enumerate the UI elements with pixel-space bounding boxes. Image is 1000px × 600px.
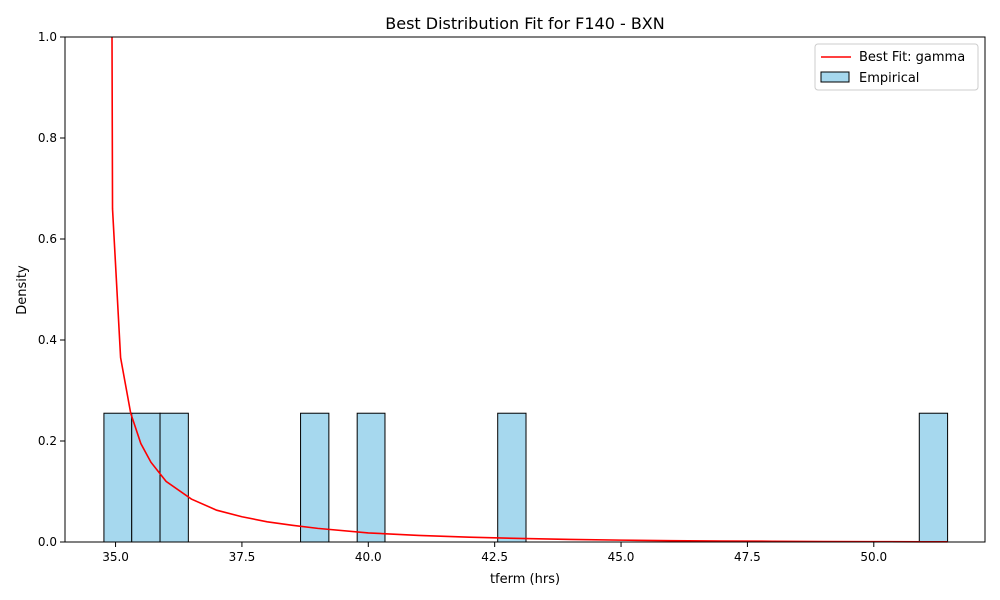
- plot-frame: [64, 36, 986, 543]
- histogram-bar-3: [300, 412, 330, 543]
- y-tick-label-4: 0.8: [38, 131, 57, 145]
- x-tick-label-6: 50.0: [860, 550, 887, 564]
- histogram-bar-0: [103, 412, 133, 543]
- x-tick-label-5: 47.5: [734, 550, 761, 564]
- legend-histogram-swatch: [820, 71, 850, 83]
- y-tick-label-0: 0.0: [38, 535, 57, 549]
- histogram-bar-2: [159, 412, 189, 543]
- fit-line: [111, 36, 948, 543]
- plot-area: [103, 36, 949, 543]
- legend-box: [814, 43, 979, 91]
- chart-title: Best Distribution Fit for F140 - BXN: [385, 14, 664, 33]
- x-tick-label-2: 40.0: [355, 550, 382, 564]
- legend: Best Fit: gamma Empirical: [814, 43, 979, 91]
- y-axis-label: Density: [15, 265, 30, 315]
- x-tick-label-4: 45.0: [608, 550, 635, 564]
- x-tick-label-0: 35.0: [102, 550, 129, 564]
- histogram-bar-6: [918, 412, 949, 543]
- y-tick-label-2: 0.4: [38, 333, 57, 347]
- y-tick-label-3: 0.6: [38, 232, 57, 246]
- histogram-bar-4: [356, 412, 386, 543]
- y-tick-label-1: 0.2: [38, 434, 57, 448]
- x-axis-label: tferm (hrs): [490, 572, 560, 587]
- legend-histogram-label: Empirical: [859, 71, 919, 86]
- y-tick-label-5: 1.0: [38, 30, 57, 44]
- histogram-bars: [103, 412, 949, 543]
- histogram-bar-5: [497, 412, 527, 543]
- x-tick-label-3: 42.5: [481, 550, 508, 564]
- legend-fit-label: Best Fit: gamma: [859, 50, 965, 65]
- y-axis: 0.0 0.2 0.4 0.6 0.8 1.0: [38, 30, 65, 549]
- histogram-bar-1: [131, 412, 161, 543]
- x-axis: 35.0 37.5 40.0 42.5 45.0 47.5 50.0: [102, 542, 887, 564]
- x-tick-label-1: 37.5: [229, 550, 256, 564]
